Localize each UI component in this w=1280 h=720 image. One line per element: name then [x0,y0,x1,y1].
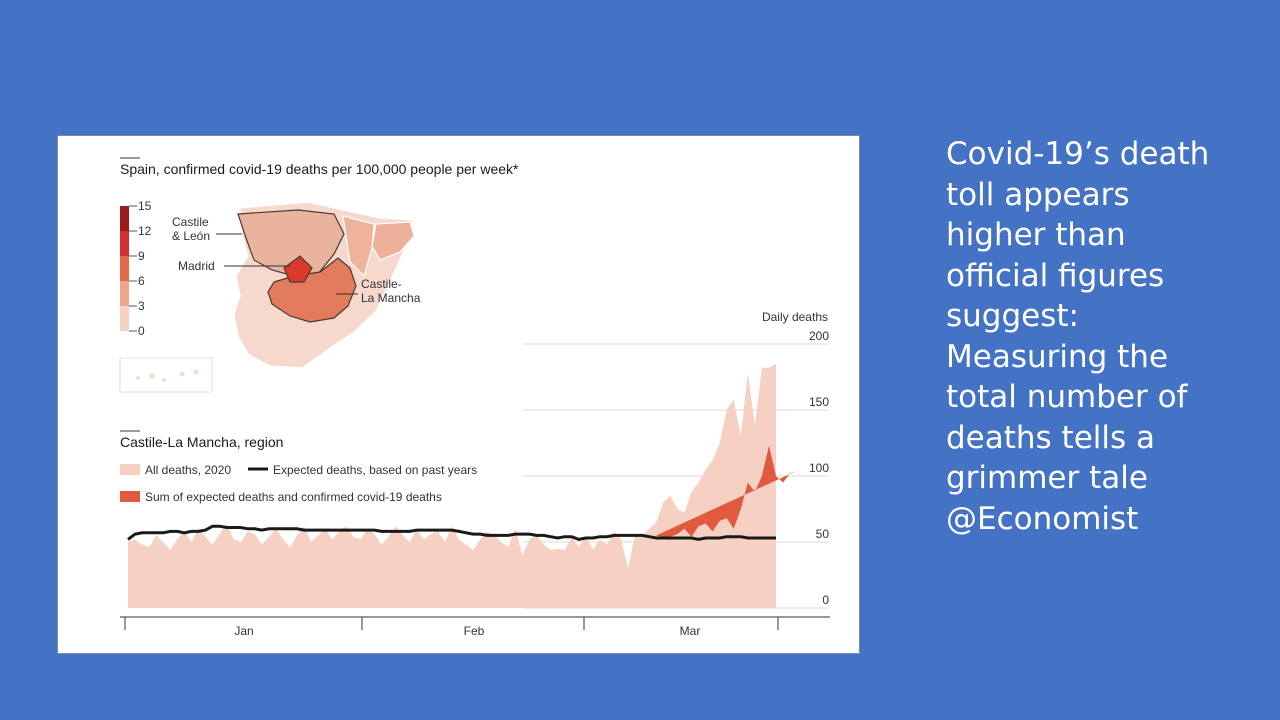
label-castile-leon: & León [172,229,210,243]
legend-swatch-all-deaths [120,464,140,475]
scale-swatch [120,256,129,281]
label-castile-la-mancha: Castile- [361,277,402,291]
y-tick-label: 100 [809,461,829,475]
chart-panel: Spain, confirmed covid-19 deaths per 100… [57,135,860,654]
island [178,370,186,378]
island [160,376,168,384]
caption-line: @Economist [946,500,1139,537]
chart-canvas: Spain, confirmed covid-19 deaths per 100… [119,157,830,638]
island [192,368,200,376]
island [134,374,142,382]
label-madrid: Madrid [178,259,215,273]
caption-line: higher than [946,217,1126,253]
scale-swatch [120,231,129,256]
scale-tick-label: 0 [138,324,145,338]
slide-caption: Covid-19’s death toll appears higher tha… [946,134,1256,539]
x-tick-label: Jan [234,624,253,638]
island [148,372,156,380]
caption-line: Measuring the [946,338,1169,375]
caption-line: deaths tells a [946,419,1156,456]
scale-swatch [120,281,129,306]
scale-swatch [120,306,129,331]
scale-swatch [120,206,129,231]
color-scale: 15 12 9 6 3 0 [120,199,152,338]
caption-line: toll appears [946,176,1130,213]
caption-line: total number of [946,379,1188,415]
label-castile-la-mancha: La Mancha [361,291,421,305]
scale-tick-label: 6 [138,274,145,288]
caption-line: official figures [946,257,1165,294]
legend-swatch-sum [120,491,140,502]
legend: All deaths, 2020 Expected deaths, based … [120,463,477,504]
region-aragon [342,215,375,278]
series-all-deaths-area [128,363,776,608]
y-axis-label: Daily deaths [762,310,828,324]
y-tick-label: 150 [809,395,829,409]
x-tick-label: Feb [464,624,485,638]
spain-map [119,201,415,393]
scale-tick-label: 3 [138,299,145,313]
y-tick-label: 200 [809,329,829,343]
region-catalonia [371,221,415,261]
region-madrid [283,255,313,283]
caption-line: grimmer tale [946,460,1148,496]
y-tick-label: 0 [822,593,829,607]
label-castile-leon: Castile [172,215,209,229]
series-expected-line [127,524,776,541]
scale-tick-label: 9 [138,249,145,263]
legend-sum: Sum of expected deaths and confirmed cov… [145,490,442,504]
chart-title: Castile-La Mancha, region [120,434,283,450]
legend-all-deaths: All deaths, 2020 [145,463,231,477]
y-tick-label: 50 [816,527,830,541]
x-axis: Jan Feb Mar [120,616,830,638]
legend-expected: Expected deaths, based on past years [273,463,477,477]
scale-tick-label: 12 [138,224,152,238]
scale-tick-label: 15 [138,199,152,213]
caption-line: suggest: [946,298,1079,334]
y-tick-labels: 200 150 100 50 0 [809,329,829,607]
x-tick-label: Mar [680,624,701,638]
caption-line: Covid-19’s death [946,136,1210,172]
region-castile-la-mancha [267,257,357,323]
map-labels: Castile & León Madrid Castile- La Mancha [172,215,421,305]
plot-area [127,363,798,608]
map-title: Spain, confirmed covid-19 deaths per 100… [120,161,519,177]
